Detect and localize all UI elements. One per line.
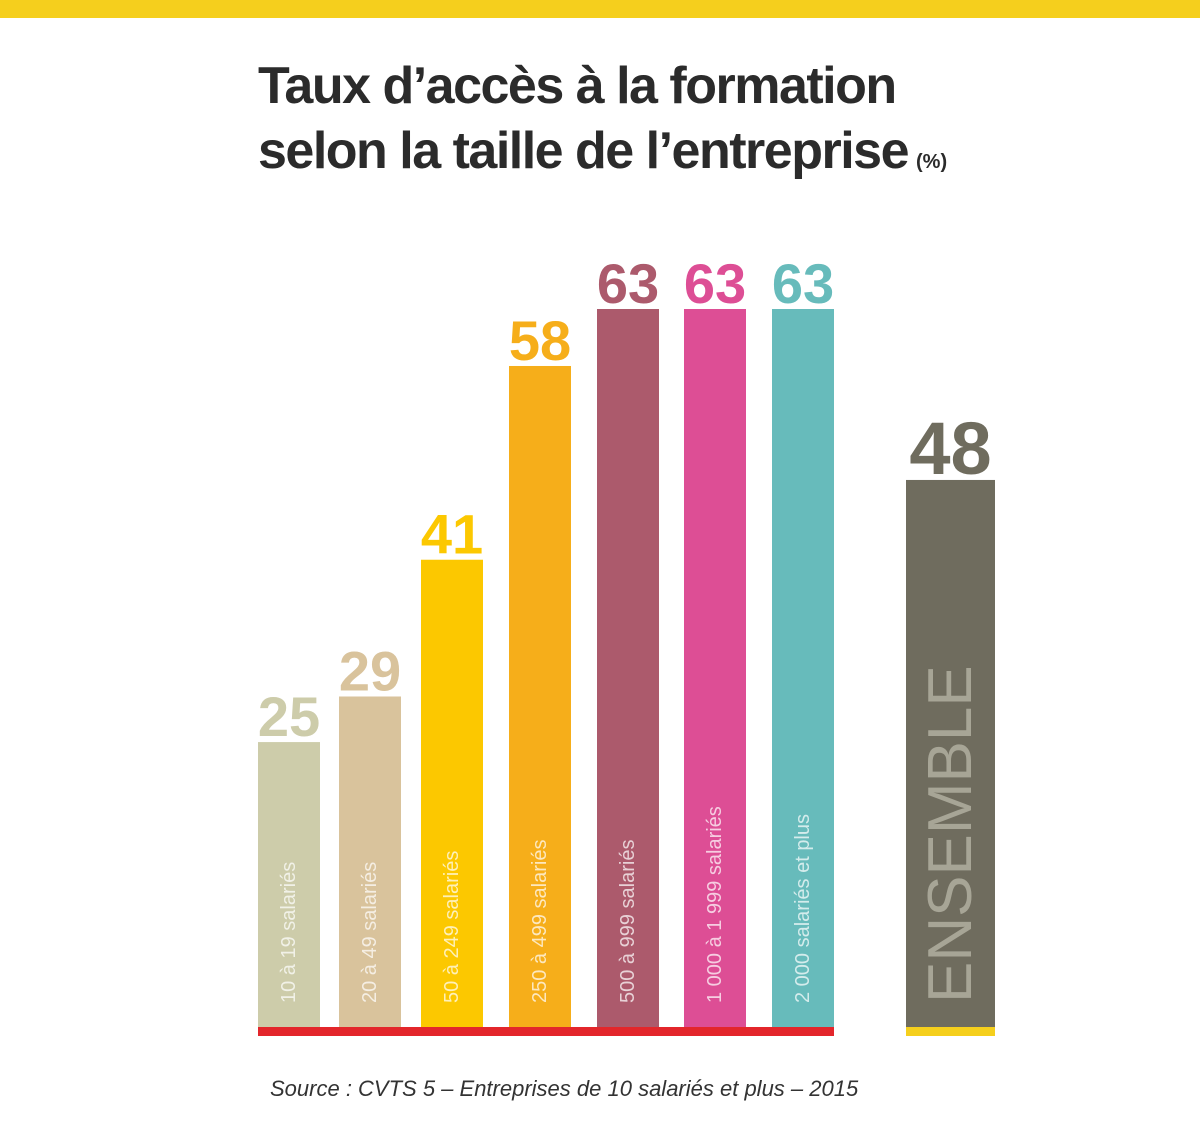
top-accent-rule (0, 0, 1200, 18)
category-label: 50 à 249 salariés (441, 851, 463, 1003)
category-label: 500 à 999 salariés (617, 840, 639, 1003)
category-label: 1 000 à 1 999 salariés (704, 806, 726, 1003)
chart-title: Taux d’accès à la formation selon la tai… (258, 54, 947, 195)
bar-value-label: 41 (421, 503, 483, 566)
title-line-2: selon la taille de l’entreprise (258, 122, 910, 180)
bar (339, 696, 401, 1027)
category-label: 20 à 49 salariés (359, 862, 381, 1003)
bar (772, 309, 834, 1027)
bar (421, 559, 483, 1027)
source-note: Source : CVTS 5 – Entreprises de 10 sala… (270, 1076, 859, 1101)
category-label: ENSEMBLE (916, 665, 985, 1003)
title-unit: (%) (916, 151, 948, 173)
baseline-groups (258, 1027, 834, 1036)
title-line-1: Taux d’accès à la formation (258, 57, 897, 115)
category-label: 10 à 19 salariés (278, 862, 300, 1003)
bar (509, 365, 571, 1027)
bar-value-label: 48 (909, 407, 991, 490)
bar-value-label: 63 (684, 252, 746, 315)
category-label: 250 à 499 salariés (529, 840, 551, 1003)
baseline-total (906, 1027, 995, 1036)
bar-value-label: 63 (772, 252, 834, 315)
category-label: 2 000 salariés et plus (792, 814, 814, 1003)
bar (597, 309, 659, 1027)
bar (258, 742, 320, 1027)
bar-value-label: 29 (339, 639, 401, 702)
bar-value-label: 58 (509, 309, 571, 372)
bar-value-label: 63 (597, 252, 659, 315)
bar-value-label: 25 (258, 685, 320, 748)
bar-total (906, 479, 995, 1027)
bar (684, 309, 746, 1027)
